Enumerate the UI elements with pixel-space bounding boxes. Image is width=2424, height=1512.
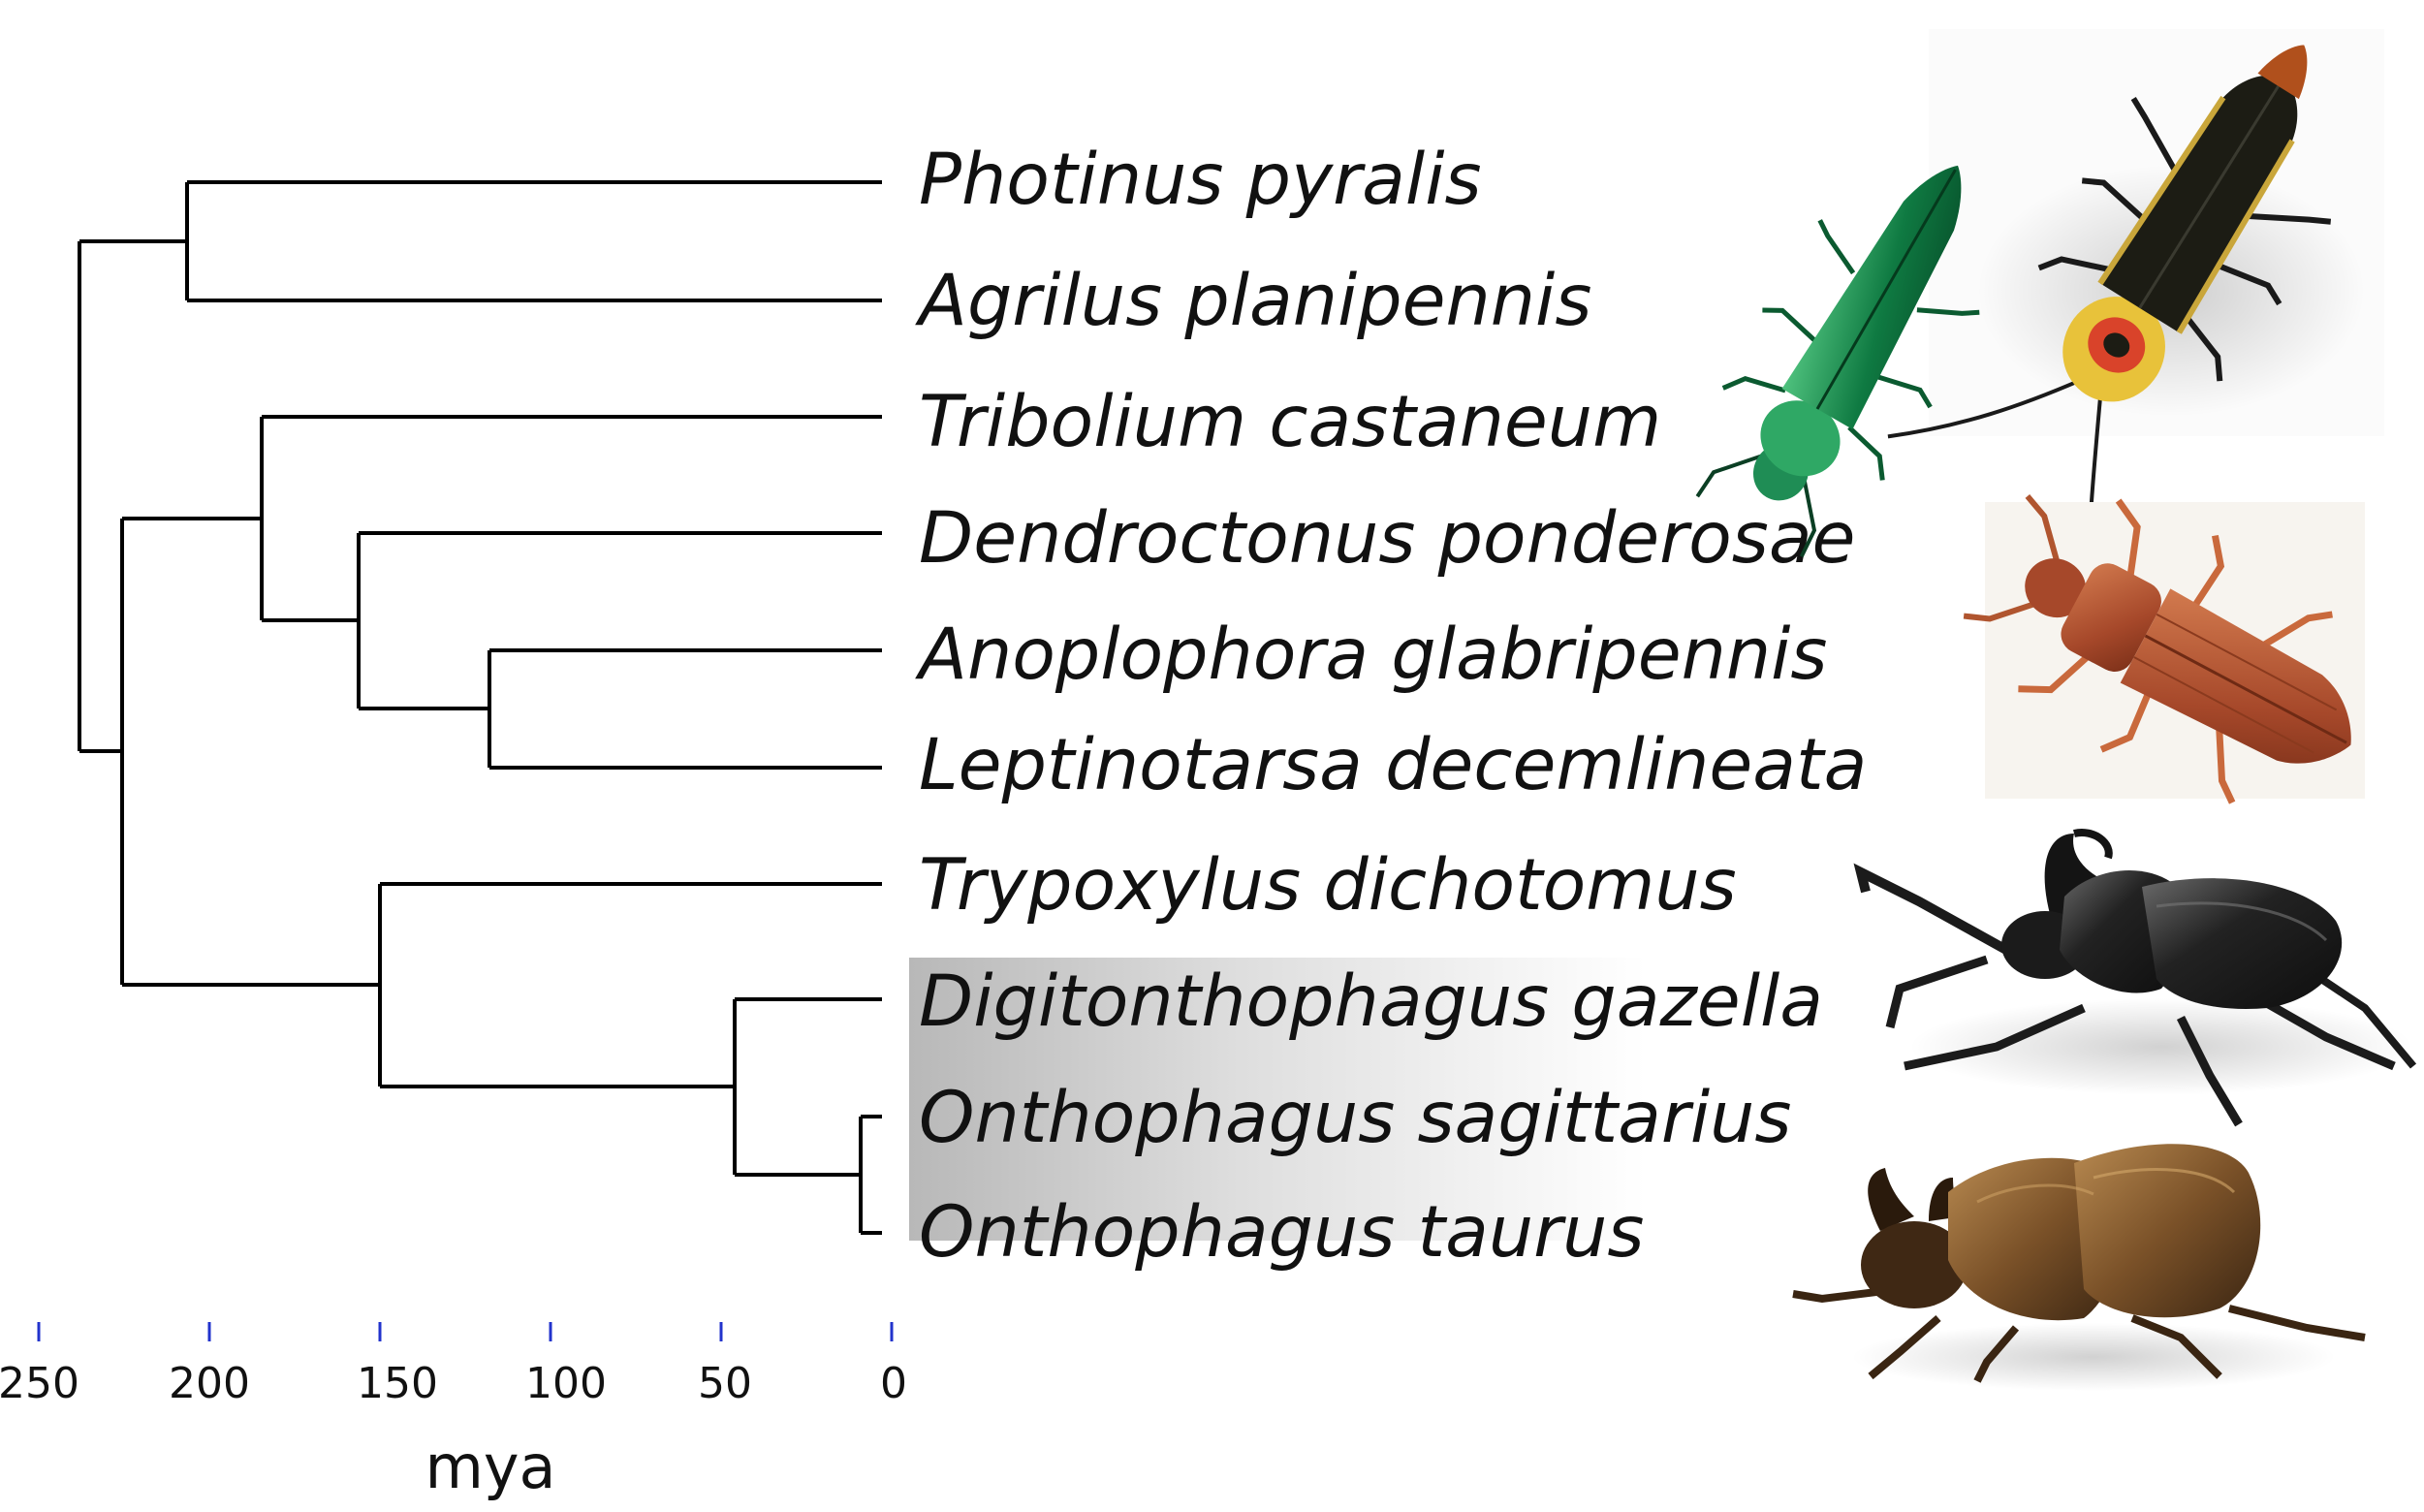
- tip-label-leptinotarsa: Leptinotarsa decemlineata: [919, 724, 1867, 806]
- agrilus-ash-borer-photo: [1695, 165, 1980, 558]
- tribe-highlight-band: [909, 958, 1646, 1241]
- axis-tick-label-100: 100: [525, 1359, 607, 1408]
- tree-branches: [78, 180, 882, 1235]
- tip-labels: Photinus pyralis Agrilus planipennis Tri…: [915, 139, 1867, 1274]
- tip-label-agrilus: Agrilus planipennis: [915, 260, 1591, 342]
- tip-label-photinus: Photinus pyralis: [919, 139, 1482, 221]
- trypoxylus-rhinoceros-beetle-photo: [1853, 829, 2417, 1127]
- tip-label-anoplophora: Anoplophora glabripennis: [915, 614, 1827, 696]
- tribolium-flour-beetle-photo: [1963, 494, 2365, 804]
- onthophagus-dung-beetle-photo: [1792, 1144, 2366, 1391]
- photinus-firefly-photo: [1887, 29, 2384, 595]
- tip-label-dendroctonus: Dendroctonus ponderosae: [919, 497, 1855, 580]
- axis-tick-label-50: 50: [698, 1359, 752, 1408]
- axis-tick-label-200: 200: [169, 1359, 250, 1408]
- tip-label-onthophagus-taurus: Onthophagus taurus: [919, 1191, 1644, 1274]
- axis-title: mya: [425, 1432, 555, 1502]
- tip-label-tribolium: Tribolium castaneum: [919, 381, 1661, 463]
- tip-label-trypoxylus: Trypoxylus dichotomus: [919, 844, 1737, 927]
- tip-label-digitonthophagus: Digitonthophagus gazella: [919, 961, 1823, 1043]
- axis-tick-label-150: 150: [357, 1359, 438, 1408]
- time-axis: 250 200 150 100 50 0 mya: [0, 1322, 907, 1502]
- axis-tick-label-250: 250: [0, 1359, 79, 1408]
- tip-label-onthophagus-sagittarius: Onthophagus sagittarius: [919, 1077, 1791, 1159]
- axis-tick-label-0: 0: [880, 1359, 907, 1408]
